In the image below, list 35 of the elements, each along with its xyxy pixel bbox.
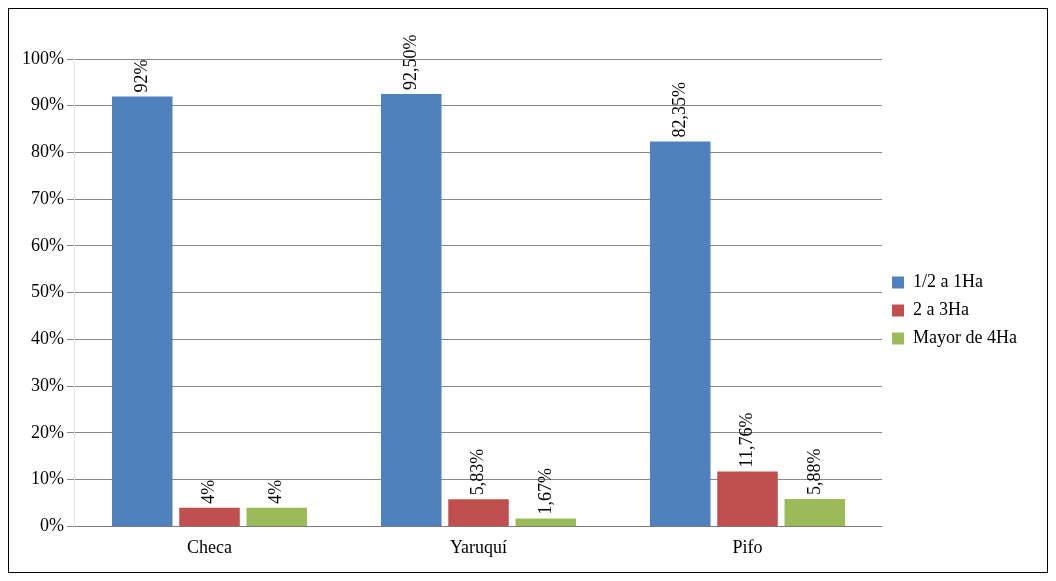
- y-tick-label: 60%: [30, 234, 64, 255]
- x-tick-label: Yaruquí: [449, 536, 508, 557]
- y-tick-label: 80%: [30, 141, 64, 162]
- y-tick-label: 0%: [39, 515, 64, 536]
- x-tick-label: Pifo: [732, 536, 763, 557]
- y-tick-label: 90%: [30, 94, 64, 115]
- data-label: 5,83%: [467, 448, 488, 496]
- data-label: 11,76%: [736, 412, 757, 468]
- data-label: 1,67%: [534, 468, 555, 515]
- data-label: 92%: [130, 59, 151, 93]
- bar: [717, 471, 778, 526]
- bar: [515, 518, 577, 526]
- y-tick-label: 100%: [21, 47, 64, 68]
- data-label: 82,35%: [669, 82, 690, 138]
- legend-label: 2 a 3Ha: [913, 299, 970, 320]
- y-tick-label: 10%: [30, 468, 64, 489]
- x-tick-label: Checa: [187, 536, 232, 557]
- y-tick-label: 50%: [30, 281, 64, 302]
- y-tick-label: 20%: [30, 421, 64, 442]
- bar: [381, 94, 442, 526]
- data-label: 4%: [198, 479, 219, 504]
- bar: [448, 499, 509, 526]
- data-label: 5,88%: [803, 448, 824, 495]
- legend-label: 1/2 a 1Ha: [913, 271, 984, 292]
- y-tick-label: 40%: [30, 328, 64, 349]
- bar: [111, 96, 173, 526]
- bar: [784, 498, 846, 526]
- bar: [650, 141, 711, 526]
- bar: [179, 507, 240, 526]
- y-tick-label: 30%: [30, 374, 64, 395]
- data-label: 92,50%: [400, 34, 420, 91]
- legend-label: Mayor de 4Ha: [913, 327, 1018, 348]
- bar: [246, 507, 308, 526]
- data-label: 4%: [265, 479, 286, 504]
- y-tick-label: 70%: [30, 187, 64, 208]
